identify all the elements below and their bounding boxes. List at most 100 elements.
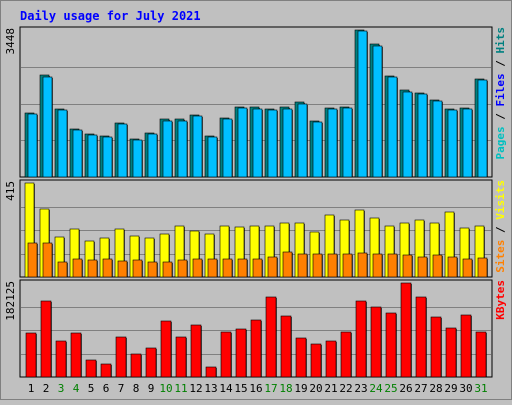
day-label: 4 <box>73 382 80 395</box>
bar-kbytes <box>355 300 367 378</box>
axis-legend-part: KBytes <box>494 280 507 320</box>
day-label: 23 <box>354 382 367 395</box>
bar-sites <box>252 258 263 278</box>
day-label: 24 <box>369 382 383 395</box>
day-label: 28 <box>429 382 442 395</box>
day-label: 16 <box>249 382 262 395</box>
day-label: 11 <box>174 382 187 395</box>
bar-sites <box>237 258 248 278</box>
bar-files <box>462 108 473 178</box>
bar-sites <box>267 256 278 278</box>
axis-legend-part: Visits <box>494 180 507 220</box>
bar-files <box>147 133 158 178</box>
panel-max-label: 182125 <box>4 281 17 321</box>
day-label: 22 <box>339 382 352 395</box>
bar-kbytes <box>250 319 262 378</box>
bar-files <box>222 118 233 178</box>
bar-files <box>27 113 38 178</box>
bar-sites <box>477 257 488 278</box>
bar-sites <box>207 258 218 278</box>
bar-files <box>402 91 413 178</box>
panel-max-label: 415 <box>4 181 17 201</box>
bar-kbytes <box>160 320 172 378</box>
day-label: 31 <box>474 382 487 395</box>
bar-kbytes <box>25 332 37 378</box>
bar-kbytes <box>370 306 382 378</box>
bar-files <box>372 45 383 178</box>
day-label: 21 <box>324 382 337 395</box>
bar-sites <box>312 253 323 278</box>
bar-kbytes <box>235 328 247 378</box>
bar-files <box>177 120 188 178</box>
bar-kbytes <box>70 332 82 378</box>
day-label: 30 <box>459 382 472 395</box>
bar-sites <box>27 242 38 278</box>
bar-files <box>282 108 293 178</box>
day-label: 2 <box>43 382 50 395</box>
bar-files <box>102 136 113 178</box>
day-label: 15 <box>234 382 247 395</box>
bar-sites <box>462 258 473 278</box>
bar-sites <box>417 256 428 278</box>
bar-files <box>387 76 398 178</box>
bar-sites <box>192 258 203 278</box>
bar-files <box>117 123 128 178</box>
bar-sites <box>162 261 173 278</box>
bar-files <box>192 115 203 178</box>
bar-kbytes <box>475 331 487 378</box>
bar-sites <box>282 251 293 278</box>
bar-kbytes <box>130 353 142 378</box>
bar-sites <box>327 253 338 278</box>
bar-kbytes <box>445 327 457 378</box>
bar-files <box>42 76 53 178</box>
day-label: 20 <box>309 382 322 395</box>
panel-axis-legend: Pages / Files / Hits <box>494 27 507 160</box>
bar-sites <box>372 253 383 278</box>
day-label: 6 <box>103 382 110 395</box>
day-label: 8 <box>133 382 140 395</box>
bar-files <box>432 100 443 178</box>
bar-sites <box>357 252 368 278</box>
day-label: 27 <box>414 382 427 395</box>
axis-legend-part: / <box>494 54 507 74</box>
panel-pages-files-hits: 3448 Pages / Files / Hits <box>4 26 507 178</box>
bar-sites <box>432 254 443 278</box>
bar-files <box>162 120 173 178</box>
bar-sites <box>297 253 308 278</box>
bar-files <box>57 109 68 178</box>
day-label: 29 <box>444 382 457 395</box>
day-label: 5 <box>88 382 95 395</box>
bar-kbytes <box>55 340 67 378</box>
day-label: 17 <box>264 382 277 395</box>
bar-files <box>132 139 143 178</box>
bar-sites <box>117 260 128 278</box>
axis-legend-part: / <box>494 220 507 240</box>
bar-sites <box>87 259 98 278</box>
bar-kbytes <box>190 324 202 378</box>
bar-sites <box>222 258 233 278</box>
day-label: 1 <box>28 382 35 395</box>
bar-files <box>87 134 98 178</box>
bar-sites <box>42 242 53 278</box>
bar-files <box>312 121 323 178</box>
bar-kbytes <box>280 315 292 378</box>
bar-files <box>447 109 458 178</box>
bar-files <box>297 103 308 178</box>
bar-kbytes <box>310 343 322 378</box>
bar-sites <box>102 258 113 278</box>
panel-visits-sites: 415 Sites / Visits <box>4 179 507 278</box>
axis-legend-part: Sites <box>494 240 507 273</box>
axis-legend-part: Files <box>494 73 507 106</box>
panel-axis-legend: KBytes <box>494 280 507 320</box>
day-label: 18 <box>279 382 292 395</box>
day-label: 12 <box>189 382 202 395</box>
day-label: 19 <box>294 382 307 395</box>
panel-max-label: 3448 <box>4 28 17 55</box>
bar-files <box>267 109 278 178</box>
bar-files <box>207 136 218 178</box>
bar-kbytes <box>295 337 307 378</box>
bar-kbytes <box>115 336 127 378</box>
bar-kbytes <box>325 340 337 378</box>
bar-kbytes <box>40 300 52 378</box>
